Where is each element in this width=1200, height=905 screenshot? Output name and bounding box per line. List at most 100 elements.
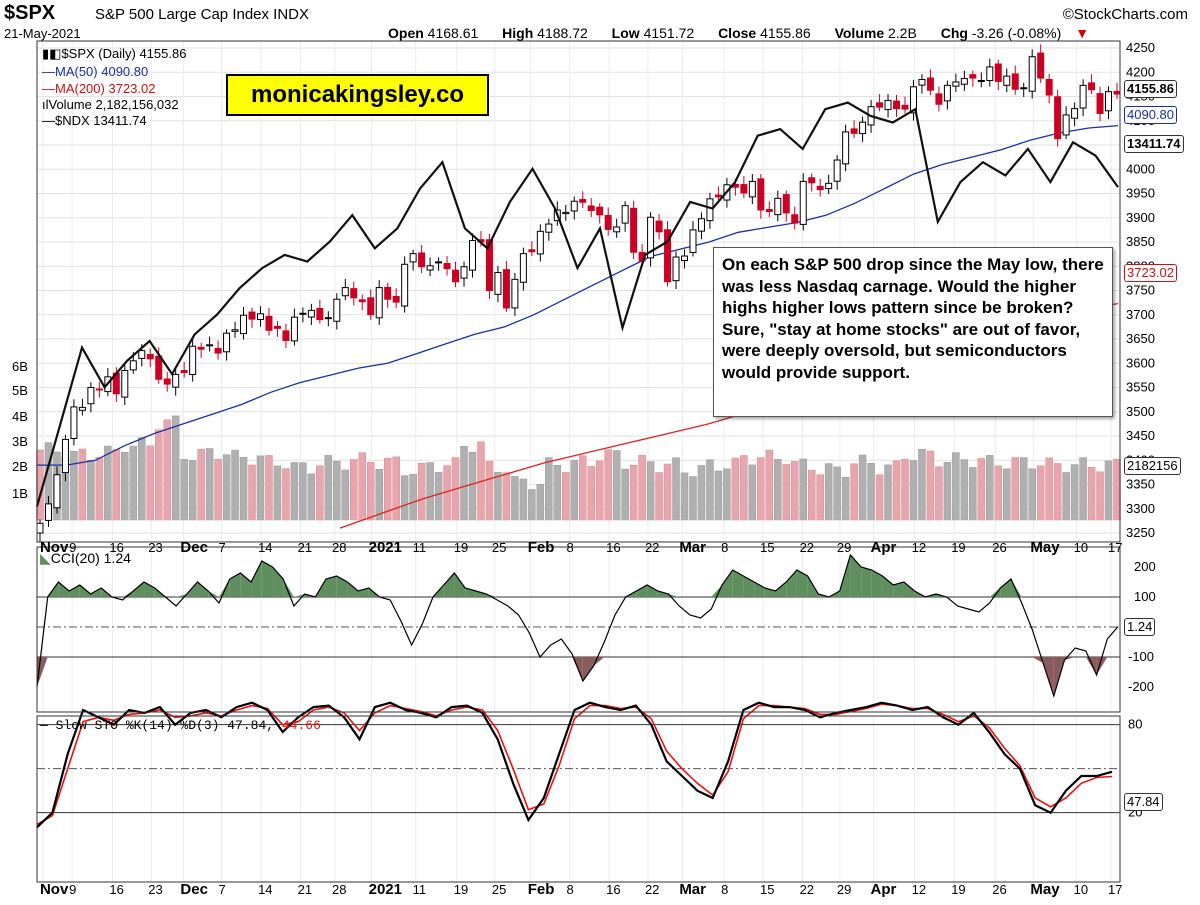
- cci-positive-fill: [240, 573, 252, 597]
- volume-bar: [723, 468, 731, 521]
- cci-positive-fill: [486, 594, 498, 597]
- candle-body: [918, 79, 926, 86]
- volume-bar: [434, 472, 443, 521]
- cci-positive-fill: [251, 561, 262, 597]
- price-tick-label: 3350: [1126, 477, 1155, 492]
- candle-body: [1011, 73, 1019, 90]
- candle-body: [485, 239, 493, 292]
- low-value: 4151.72: [643, 25, 695, 41]
- volume-bar: [969, 467, 977, 521]
- date-tick-label: 14: [258, 882, 272, 897]
- cci-positive-fill: [647, 585, 658, 597]
- source-credit[interactable]: ©StockCharts.com: [1062, 6, 1188, 23]
- volume-bar: [799, 458, 807, 521]
- volume-bar: [290, 462, 299, 521]
- volume-bar: [1003, 468, 1011, 521]
- candle-body: [231, 329, 239, 332]
- price-tick-label: 3650: [1126, 331, 1155, 346]
- watermark-badge: monicakingsley.co: [226, 74, 489, 116]
- candle-body: [418, 252, 426, 268]
- volume-bar: [655, 472, 663, 521]
- cci-positive-fill: [636, 585, 648, 597]
- candle-body: [401, 263, 409, 307]
- date-tick-label: 22: [645, 882, 659, 897]
- close-value: 4155.86: [760, 25, 811, 41]
- volume-bar: [1087, 467, 1096, 521]
- axis-labels: 4250420041504100405040003950390038503800…: [12, 40, 1156, 898]
- volume-bar: [816, 474, 824, 521]
- candle-body: [943, 84, 951, 102]
- cci-positive-fill: [989, 588, 1001, 597]
- candle-body: [426, 265, 434, 271]
- candle-body: [926, 77, 934, 91]
- volume-bar: [1036, 465, 1045, 521]
- volume-value: 2.2B: [888, 25, 917, 41]
- volume-bar: [1062, 472, 1070, 521]
- price-tick-label: 3750: [1126, 283, 1155, 298]
- candle-body: [502, 269, 510, 309]
- date-tick-label: 2021: [369, 881, 402, 898]
- volume-bar: [494, 472, 502, 521]
- candle-body: [774, 197, 782, 216]
- candle-body: [825, 182, 833, 190]
- chart-date: 21-May-2021: [4, 26, 81, 41]
- volume-bar: [1096, 471, 1104, 521]
- volume-bar: [511, 476, 519, 521]
- candle-body: [782, 194, 790, 214]
- volume-bar: [146, 445, 154, 521]
- ndx-polyline: [35, 101, 1119, 507]
- candle-body: [240, 314, 248, 335]
- legend-ndx-text: $NDX 13411.74: [55, 113, 147, 128]
- date-tick-label: 21: [298, 540, 312, 555]
- date-tick-label: Feb: [528, 881, 555, 898]
- cci-positive-fill: [721, 570, 733, 597]
- candle-body: [681, 255, 689, 262]
- volume-bar: [282, 468, 290, 521]
- date-tick-label: 28: [332, 540, 346, 555]
- volume-bar: [952, 452, 960, 521]
- cci-icon: ◣: [40, 550, 51, 566]
- candle-body: [969, 74, 977, 79]
- volume-bar: [858, 454, 867, 521]
- candle-body: [1062, 114, 1070, 136]
- price-tick-label: 3250: [1126, 525, 1155, 540]
- candle-body: [180, 370, 188, 373]
- volume-bar: [629, 465, 638, 521]
- date-tick-label: Dec: [180, 539, 208, 556]
- volume-bar: [884, 464, 892, 521]
- date-tick-label: 9: [69, 882, 76, 897]
- candle-body: [95, 388, 103, 391]
- volume-bar: [1070, 464, 1079, 521]
- price-tick-label: 3300: [1126, 501, 1155, 516]
- candle-body: [613, 226, 621, 233]
- candle-body: [647, 216, 655, 259]
- chg-value: -3.26 (-0.08%): [971, 25, 1062, 41]
- candle-body: [689, 229, 697, 253]
- ndx-line: [35, 101, 1119, 507]
- date-tick-label: 2021: [369, 539, 402, 556]
- date-tick-label: 14: [258, 540, 272, 555]
- candle-body: [859, 121, 867, 135]
- volume-bar: [104, 445, 112, 521]
- volume-bar: [205, 448, 214, 521]
- ma200-tag: 3723.02: [1124, 264, 1177, 282]
- panel-frames: [36, 40, 1121, 883]
- legend-ma200: —MA(200) 3723.02: [42, 81, 156, 96]
- volume-bar: [663, 463, 672, 521]
- volume-bar: [901, 459, 909, 521]
- volume-bar: [214, 459, 222, 521]
- volume-bar: [807, 469, 816, 521]
- volume-bar: [409, 473, 417, 521]
- dropdown-triangle-icon[interactable]: ▼: [1075, 25, 1090, 41]
- date-tick-label: 8: [567, 540, 574, 555]
- volume-bar: [138, 437, 146, 521]
- volume-bar: [765, 449, 774, 521]
- volume-bar: [1104, 460, 1113, 521]
- volume-bar: [867, 462, 875, 521]
- date-tick-label: May: [1030, 539, 1060, 556]
- candle-body: [163, 378, 171, 385]
- candle-body: [748, 180, 756, 198]
- cci-positive-fill: [283, 579, 294, 597]
- date-tick-label: 16: [109, 540, 123, 555]
- volume-bar: [841, 476, 850, 521]
